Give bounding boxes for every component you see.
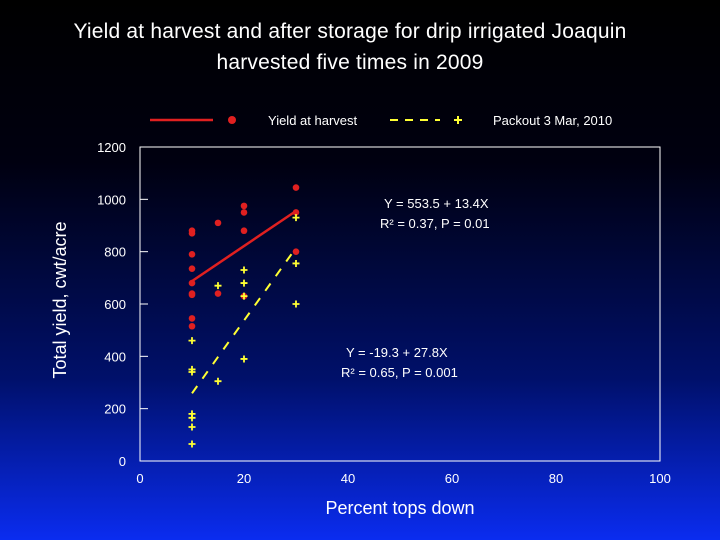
y-axis-title: Total yield, cwt/acre — [50, 221, 70, 378]
x-axis: 0 20 40 60 80 100 — [136, 471, 670, 486]
y-tick-label: 600 — [104, 297, 126, 312]
harvest-point — [188, 279, 196, 287]
packout-point — [214, 377, 222, 385]
packout-point — [214, 282, 222, 290]
x-tick-label: 100 — [649, 471, 671, 486]
y-tick-label: 200 — [104, 402, 126, 417]
packout-stats: R² = 0.65, P = 0.001 — [341, 365, 458, 380]
x-tick-label: 40 — [341, 471, 355, 486]
harvest-stats: R² = 0.37, P = 0.01 — [380, 216, 490, 231]
legend-harvest-label: Yield at harvest — [268, 113, 358, 128]
packout-point — [292, 300, 300, 308]
packout-point — [292, 259, 300, 267]
packout-regression-line — [191, 247, 297, 394]
legend-packout-label: Packout 3 Mar, 2010 — [493, 113, 612, 128]
harvest-point — [240, 202, 248, 210]
regression-lines — [191, 209, 297, 394]
packout-point — [188, 337, 196, 345]
y-tick-label: 0 — [119, 454, 126, 469]
harvest-point — [188, 291, 196, 299]
packout-point — [240, 279, 248, 287]
harvest-point — [214, 219, 222, 227]
harvest-point — [188, 315, 196, 322]
packout-equation: Y = -19.3 + 27.8X — [346, 345, 448, 360]
harvest-point — [188, 265, 196, 272]
packout-point — [240, 355, 248, 363]
y-tick-label: 400 — [104, 349, 126, 364]
y-tick-label: 1000 — [97, 192, 126, 207]
harvest-regression-line — [191, 209, 297, 283]
packout-point — [240, 292, 248, 300]
plot-area — [139, 146, 661, 462]
chart-title-line-2: harvested five times in 2009 — [216, 51, 484, 74]
x-tick-label: 20 — [237, 471, 251, 486]
legend: Yield at harvest Packout 3 Mar, 2010 — [150, 113, 612, 128]
data-points — [188, 184, 300, 448]
harvest-point — [240, 209, 248, 216]
harvest-point — [214, 290, 222, 297]
x-tick-label: 0 — [136, 471, 143, 486]
chart-title: Yield at harvest and after storage for d… — [20, 16, 680, 78]
harvest-point — [292, 184, 300, 191]
chart-title-line-1: Yield at harvest and after storage for d… — [73, 20, 627, 43]
harvest-point — [188, 230, 196, 237]
y-tick-label: 800 — [104, 245, 126, 260]
packout-point — [292, 214, 300, 222]
packout-point — [188, 368, 196, 376]
packout-point — [240, 266, 248, 274]
x-tick-label: 80 — [549, 471, 563, 486]
legend-packout-marker — [454, 116, 462, 124]
harvest-point — [188, 250, 196, 258]
x-tick-label: 60 — [445, 471, 459, 486]
harvest-point — [240, 227, 248, 235]
harvest-point — [292, 248, 300, 255]
legend-harvest-marker — [228, 116, 236, 124]
y-axis: 0 200 400 600 800 1000 1200 — [97, 140, 148, 469]
x-axis-title: Percent tops down — [325, 498, 474, 518]
packout-point — [188, 440, 196, 448]
y-tick-label: 1200 — [97, 140, 126, 155]
harvest-point — [292, 209, 300, 216]
harvest-point — [188, 322, 196, 330]
harvest-equation: Y = 553.5 + 13.4X — [384, 196, 489, 211]
packout-point — [188, 423, 196, 431]
packout-point — [188, 414, 196, 422]
